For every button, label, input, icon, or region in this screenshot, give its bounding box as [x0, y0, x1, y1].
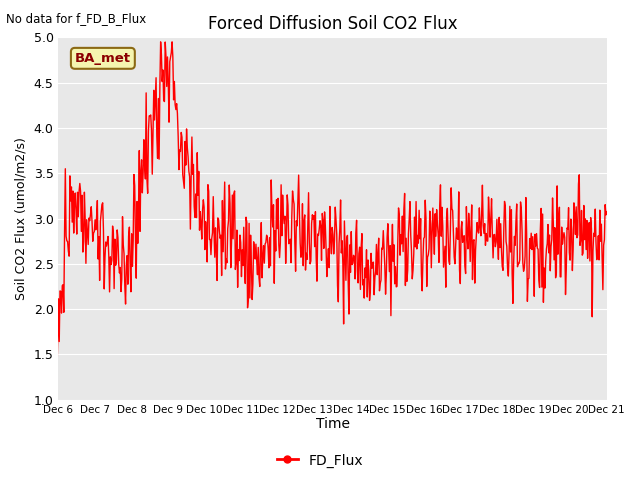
Text: No data for f_FD_B_Flux: No data for f_FD_B_Flux: [6, 12, 147, 25]
Title: Forced Diffusion Soil CO2 Flux: Forced Diffusion Soil CO2 Flux: [208, 15, 458, 33]
X-axis label: Time: Time: [316, 418, 349, 432]
Text: BA_met: BA_met: [75, 52, 131, 65]
Y-axis label: Soil CO2 Flux (umol/m2/s): Soil CO2 Flux (umol/m2/s): [15, 137, 28, 300]
Legend: FD_Flux: FD_Flux: [271, 448, 369, 473]
